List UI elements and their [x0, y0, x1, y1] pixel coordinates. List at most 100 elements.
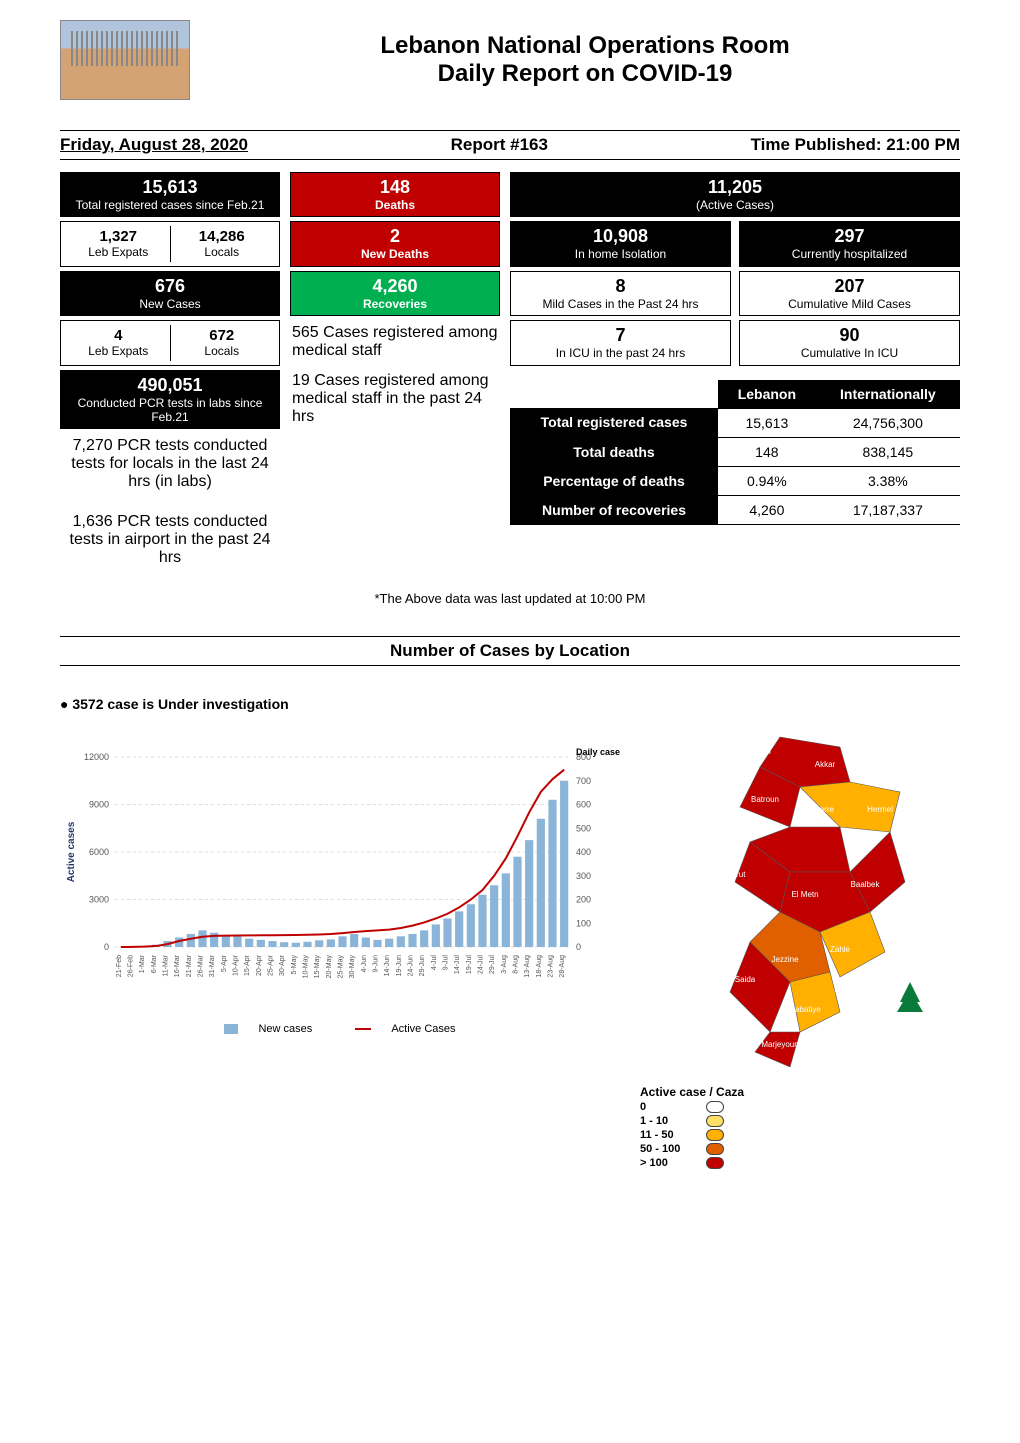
legend-swatch — [706, 1143, 724, 1155]
row-label: Total deaths — [510, 437, 718, 466]
svg-text:Batroun: Batroun — [751, 795, 779, 804]
svg-text:Saida: Saida — [735, 975, 756, 984]
legend-range-label: 1 - 10 — [640, 1115, 700, 1127]
new-cases-value: 676 — [67, 276, 273, 297]
comparison-table: Lebanon Internationally Total registered… — [510, 380, 960, 525]
hospitalized-label: Currently hospitalized — [746, 247, 953, 261]
svg-text:19-Jun: 19-Jun — [396, 955, 403, 977]
locals-total-label: Locals — [175, 245, 270, 259]
pcr-total-label: Conducted PCR tests in labs since Feb.21 — [67, 396, 273, 425]
legend-swatch — [706, 1129, 724, 1141]
svg-text:Hermel: Hermel — [867, 805, 893, 814]
svg-text:24-Jun: 24-Jun — [408, 955, 415, 977]
svg-text:18-Aug: 18-Aug — [536, 955, 543, 978]
svg-text:6-Mar: 6-Mar — [151, 955, 158, 974]
map-legend-row: 50 - 100 — [640, 1143, 960, 1155]
charts-row: 0300060009000120000100200300400500600700… — [60, 732, 960, 1171]
svg-text:25-Apr: 25-Apr — [268, 955, 275, 977]
med-staff-box: 565 Cases registered among medical staff — [290, 320, 500, 364]
expats-new: 4 Leb Expats — [67, 325, 171, 360]
svg-text:21-Mar: 21-Mar — [186, 955, 193, 978]
locals-new: 672 Locals — [171, 325, 274, 360]
home-iso-value: 10,908 — [517, 226, 724, 247]
active-cases-box: 11,205 (Active Cases) — [510, 172, 960, 217]
table-header-lebanon: Lebanon — [718, 380, 816, 409]
pcr-local-box: 7,270 PCR tests conducted tests for loca… — [60, 433, 280, 495]
report-header: Lebanon National Operations Room Daily R… — [60, 20, 960, 100]
cases-chart: 0300060009000120000100200300400500600700… — [60, 732, 620, 1012]
legend-swatch — [706, 1115, 724, 1127]
section-cases-by-location: Number of Cases by Location — [60, 636, 960, 666]
svg-text:Nabatiye: Nabatiye — [789, 1005, 821, 1014]
svg-text:0: 0 — [576, 942, 581, 952]
cum-icu-box: 90 Cumulative In ICU — [739, 320, 960, 365]
home-iso-label: In home Isolation — [517, 247, 724, 261]
svg-text:29-Jun: 29-Jun — [419, 955, 426, 977]
svg-text:13-Aug: 13-Aug — [524, 955, 531, 978]
logo-image — [60, 20, 190, 100]
svg-text:8-Aug: 8-Aug — [513, 955, 520, 974]
svg-text:4-Jul: 4-Jul — [431, 955, 438, 971]
mild-24-box: 8 Mild Cases in the Past 24 hrs — [510, 271, 731, 316]
hospitalized-box: 297 Currently hospitalized — [739, 221, 960, 266]
new-deaths-value: 2 — [297, 226, 493, 247]
mild-24-value: 8 — [517, 276, 724, 297]
hospitalized-value: 297 — [746, 226, 953, 247]
expats-total: 1,327 Leb Expats — [67, 226, 171, 261]
svg-text:15-May: 15-May — [314, 955, 321, 979]
icu-24-value: 7 — [517, 325, 724, 346]
home-isolation-box: 10,908 In home Isolation — [510, 221, 731, 266]
deaths-value: 148 — [297, 177, 493, 198]
report-number: Report #163 — [451, 135, 548, 155]
svg-text:21-Feb: 21-Feb — [116, 955, 123, 977]
map-legend-row: > 100 — [640, 1157, 960, 1169]
locals-total-value: 14,286 — [175, 228, 270, 245]
new-deaths-label: New Deaths — [297, 247, 493, 261]
svg-text:700: 700 — [576, 776, 591, 786]
hospital-row1: 10,908 In home Isolation 297 Currently h… — [510, 221, 960, 266]
med-staff-value: 565 — [292, 324, 319, 341]
time-published: Time Published: 21:00 PM — [751, 135, 960, 155]
table-header-row: Lebanon Internationally — [510, 380, 960, 409]
row-leb-value: 0.94% — [718, 466, 816, 495]
svg-text:30-Apr: 30-Apr — [279, 955, 286, 977]
svg-text:29-Jul: 29-Jul — [489, 955, 496, 975]
stats-col1: 15,613 Total registered cases since Feb.… — [60, 172, 280, 571]
title-line1: Lebanon National Operations Room — [210, 32, 960, 60]
row-intl-value: 3.38% — [816, 466, 960, 495]
svg-text:28-Aug: 28-Aug — [559, 955, 566, 978]
stats-grid: 15,613 Total registered cases since Feb.… — [60, 172, 960, 571]
med-staff-24-box: 19 Cases registered among medical staff … — [290, 368, 500, 430]
svg-text:1-Mar: 1-Mar — [139, 955, 146, 974]
locals-new-value: 672 — [175, 327, 270, 344]
icu-24-label: In ICU in the past 24 hrs — [517, 346, 724, 360]
svg-text:15-Apr: 15-Apr — [244, 955, 251, 977]
svg-text:3000: 3000 — [89, 895, 109, 905]
svg-text:10-May: 10-May — [303, 955, 310, 979]
expats-total-label: Leb Expats — [71, 245, 166, 259]
hospital-row3: 7 In ICU in the past 24 hrs 90 Cumulativ… — [510, 320, 960, 365]
mild-24-label: Mild Cases in the Past 24 hrs — [517, 297, 724, 311]
svg-text:4-Jun: 4-Jun — [361, 955, 368, 973]
svg-text:Active cases: Active cases — [66, 822, 77, 883]
pcr-airport-value: 1,636 — [73, 513, 113, 530]
cum-icu-value: 90 — [746, 325, 953, 346]
recoveries-box: 4,260 Recoveries — [290, 271, 500, 316]
total-cases-box: 15,613 Total registered cases since Feb.… — [60, 172, 280, 217]
pcr-airport-box: 1,636 PCR tests conducted tests in airpo… — [60, 509, 280, 571]
row-leb-value: 4,260 — [718, 495, 816, 524]
svg-text:El Metn: El Metn — [791, 890, 818, 899]
row-leb-value: 15,613 — [718, 408, 816, 437]
svg-text:26-Feb: 26-Feb — [128, 955, 135, 977]
svg-text:26-Mar: 26-Mar — [198, 955, 205, 978]
expats-new-value: 4 — [71, 327, 166, 344]
svg-text:30-May: 30-May — [349, 955, 356, 979]
hospital-row2: 8 Mild Cases in the Past 24 hrs 207 Cumu… — [510, 271, 960, 316]
map-container: TripoliAkkarHermelBatrounBcharreBaalbekB… — [640, 732, 960, 1171]
legend-new-cases: New cases — [214, 1023, 322, 1035]
pcr-total-box: 490,051 Conducted PCR tests in labs sinc… — [60, 370, 280, 430]
pcr-total-value: 490,051 — [67, 375, 273, 396]
svg-text:14-Jun: 14-Jun — [384, 955, 391, 977]
total-cases-split: 1,327 Leb Expats 14,286 Locals — [60, 221, 280, 266]
table-header-intl: Internationally — [816, 380, 960, 409]
